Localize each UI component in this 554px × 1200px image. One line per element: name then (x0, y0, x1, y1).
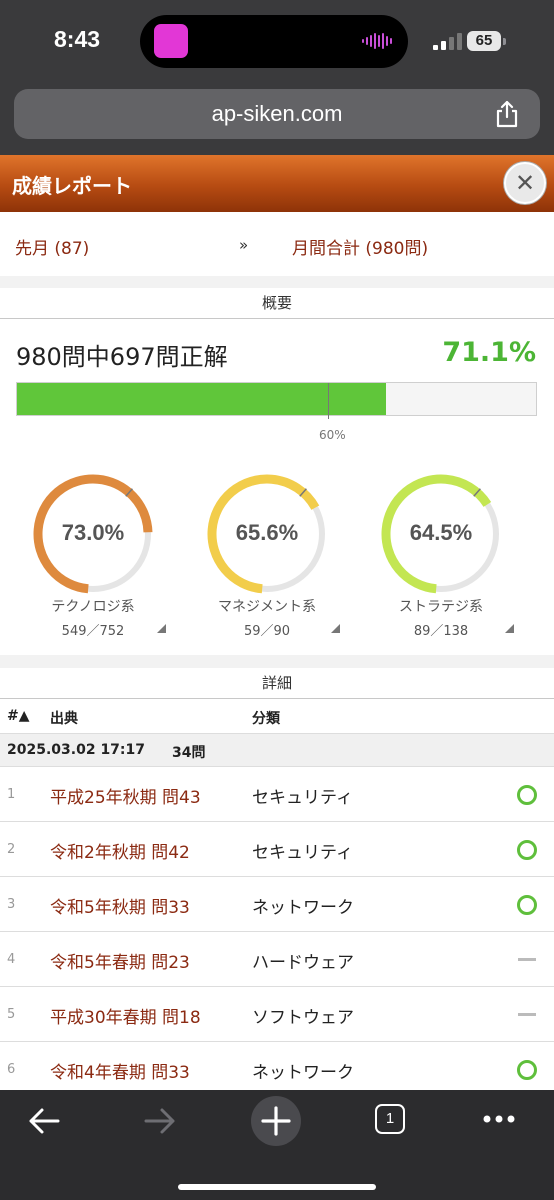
column-header-num[interactable]: #▲ (7, 708, 30, 724)
correct-circle-icon (517, 895, 537, 915)
row-number: 5 (7, 1007, 16, 1022)
table-row: 6 令和4年春期 問33 ネットワーク (0, 1042, 554, 1090)
gauge-label: テクノロジ系 (51, 599, 135, 615)
row-category: ハードウェア (252, 953, 354, 973)
audio-wave-icon (362, 33, 392, 49)
gauge-ring (207, 474, 327, 594)
target-label: 60% (319, 428, 346, 442)
current-period-label: 月間合計 (980問) (292, 239, 429, 259)
gauge-label: マネジメント系 (218, 599, 316, 615)
row-category: ネットワーク (252, 898, 354, 918)
table-header: #▲ 出典 分類 (0, 699, 554, 734)
row-number: 2 (7, 842, 16, 857)
table-row: 2 令和2年秋期 問42 セキュリティ (0, 822, 554, 877)
app-icon (154, 24, 188, 58)
progress-fill (17, 383, 386, 415)
summary-percent: 71.1% (442, 337, 536, 368)
row-number: 3 (7, 897, 16, 912)
back-arrow-icon[interactable] (26, 1106, 62, 1136)
page-title: 成績レポート (12, 174, 132, 198)
question-link[interactable]: 令和5年春期 問23 (50, 953, 190, 973)
summary-panel: 980問中697問正解 71.1% 60% 73.0% テクノロジ系 549／7… (0, 319, 554, 655)
question-link[interactable]: 平成30年春期 問18 (50, 1008, 201, 1028)
gauge-value: 73.0% (61, 520, 125, 545)
forward-arrow-icon[interactable] (142, 1106, 178, 1136)
row-category: ソフトウェア (252, 1008, 354, 1028)
status-bar: 8:43 65 (0, 0, 554, 80)
gauge-ring (381, 474, 501, 594)
gauge-technology: 73.0% テクノロジ系 549／752 (23, 472, 166, 639)
battery-icon: 65 (467, 31, 501, 51)
session-count: 34問 (172, 745, 206, 761)
dynamic-island (140, 15, 408, 68)
table-row: 3 令和5年秋期 問33 ネットワーク (0, 877, 554, 932)
question-link[interactable]: 令和4年春期 問33 (50, 1063, 190, 1083)
gauge-count[interactable]: 59／90 (197, 620, 340, 639)
address-bar[interactable]: ap-siken.com (14, 89, 540, 139)
new-tab-icon[interactable] (250, 1095, 302, 1147)
bottom-toolbar: 1 (0, 1090, 554, 1200)
correct-circle-icon (517, 1060, 537, 1080)
close-button[interactable]: ✕ (504, 162, 546, 204)
expand-triangle-icon[interactable] (157, 624, 166, 633)
row-number: 6 (7, 1062, 16, 1077)
correct-circle-icon (517, 840, 537, 860)
nav-arrow: » (239, 236, 249, 254)
summary-text: 980問中697問正解 (16, 343, 228, 371)
row-category: セキュリティ (252, 843, 353, 863)
question-link[interactable]: 平成25年秋期 問43 (50, 788, 201, 808)
gauge-strategy: 64.5% ストラテジ系 89／138 (371, 472, 514, 639)
gauge-value: 65.6% (235, 520, 299, 545)
column-header-category[interactable]: 分類 (252, 711, 280, 727)
target-marker (328, 383, 330, 419)
prev-month-link[interactable]: 先月 (87) (15, 239, 90, 259)
table-row: 5 平成30年春期 問18 ソフトウェア (0, 987, 554, 1042)
expand-triangle-icon[interactable] (331, 624, 340, 633)
question-link[interactable]: 令和5年秋期 問33 (50, 898, 190, 918)
browser-toolbar: ap-siken.com (0, 80, 554, 155)
question-list: 1 平成25年秋期 問43 セキュリティ 2 令和2年秋期 問42 セキュリティ… (0, 767, 554, 1090)
column-header-source[interactable]: 出典 (50, 711, 78, 727)
details-section-title: 詳細 (0, 668, 554, 699)
summary-section-title: 概要 (0, 288, 554, 319)
gauge-count[interactable]: 89／138 (371, 620, 514, 639)
period-nav: 先月 (87) » 月間合計 (980問) (0, 212, 554, 276)
gauge-label: ストラテジ系 (399, 599, 483, 615)
row-number: 1 (7, 787, 16, 802)
gauge-value: 64.5% (409, 520, 473, 545)
session-group-row: 2025.03.02 17:17 34問 (0, 734, 554, 767)
status-time: 8:43 (54, 26, 101, 52)
report-header: 成績レポート ✕ (0, 155, 554, 212)
question-link[interactable]: 令和2年秋期 問42 (50, 843, 190, 863)
home-indicator (178, 1184, 376, 1190)
progress-bar (16, 382, 537, 419)
row-number: 4 (7, 952, 16, 967)
table-row: 4 令和5年春期 問23 ハードウェア (0, 932, 554, 987)
session-datetime: 2025.03.02 17:17 (7, 742, 146, 758)
url-text[interactable]: ap-siken.com (211, 101, 343, 126)
signal-icon (433, 33, 462, 50)
correct-circle-icon (517, 785, 537, 805)
gauge-ring (33, 474, 153, 594)
unanswered-dash-icon (518, 1013, 536, 1016)
gauge-management: 65.6% マネジメント系 59／90 (197, 472, 340, 639)
row-category: セキュリティ (252, 788, 353, 808)
share-icon[interactable] (494, 100, 520, 128)
tabs-button[interactable]: 1 (375, 1104, 405, 1134)
row-category: ネットワーク (252, 1063, 354, 1083)
expand-triangle-icon[interactable] (505, 624, 514, 633)
gauge-count[interactable]: 549／752 (23, 620, 166, 639)
more-options-icon[interactable] (482, 1114, 516, 1124)
unanswered-dash-icon (518, 958, 536, 961)
table-row: 1 平成25年秋期 問43 セキュリティ (0, 767, 554, 822)
web-page: 成績レポート ✕ 先月 (87) » 月間合計 (980問) 概要 980問中6… (0, 155, 554, 1090)
